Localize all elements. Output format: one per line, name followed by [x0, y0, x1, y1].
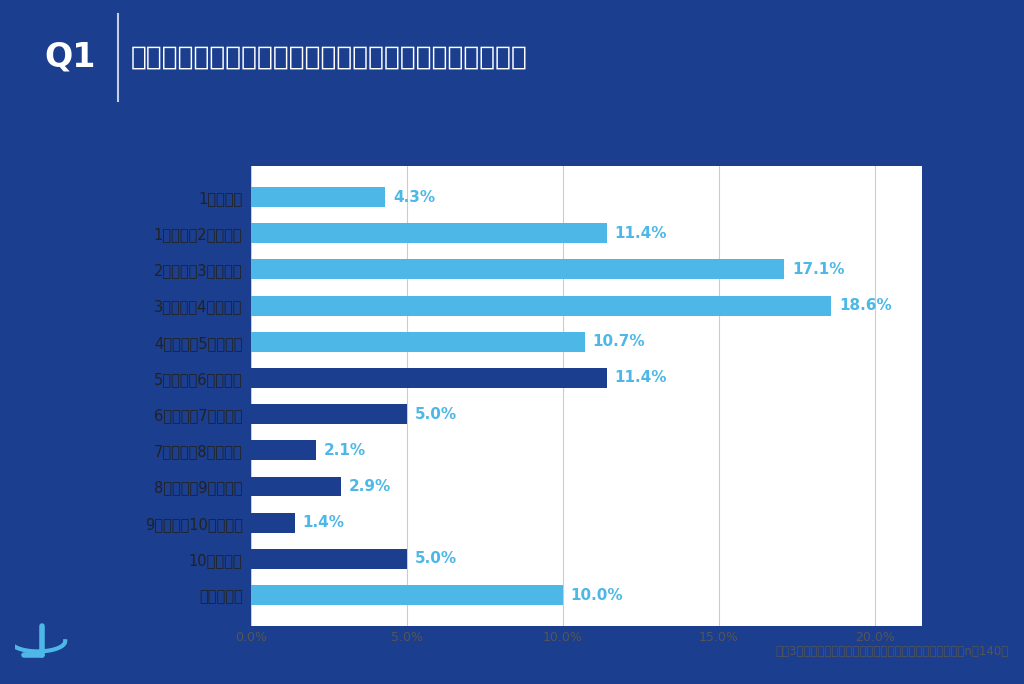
Text: 2.1%: 2.1% [325, 443, 367, 458]
Text: 2.9%: 2.9% [349, 479, 391, 494]
Text: 10.0%: 10.0% [570, 588, 624, 603]
Text: 現在通っている塾や予備校の月額費用はいくらですか？: 現在通っている塾や予備校の月額費用はいくらですか？ [131, 44, 528, 70]
Text: 17.1%: 17.1% [793, 262, 845, 277]
Bar [251, 259, 784, 279]
Text: 10.7%: 10.7% [593, 334, 645, 350]
Bar [251, 513, 295, 533]
Text: 11.4%: 11.4% [614, 371, 667, 386]
Text: 1.4%: 1.4% [302, 515, 344, 530]
Text: 18.6%: 18.6% [839, 298, 892, 313]
Bar [251, 295, 831, 315]
Bar [251, 368, 606, 388]
Text: 5.0%: 5.0% [415, 551, 457, 566]
Bar [251, 549, 407, 569]
Bar [251, 187, 385, 207]
Bar [251, 223, 606, 244]
Text: Q1: Q1 [44, 41, 95, 74]
Text: 11.4%: 11.4% [614, 226, 667, 241]
Text: じゅけラボ予備校: じゅけラボ予備校 [79, 632, 156, 646]
Bar [251, 585, 563, 605]
Bar [251, 477, 341, 497]
Bar [251, 404, 407, 424]
Text: 5.0%: 5.0% [415, 406, 457, 421]
Text: 高校3年生の子どもが塾または予備校に通っていた保護者（n＝140）: 高校3年生の子どもが塾または予備校に通っていた保護者（n＝140） [775, 645, 1009, 658]
Text: 4.3%: 4.3% [393, 189, 435, 205]
Bar [251, 440, 316, 460]
Bar [251, 332, 585, 352]
